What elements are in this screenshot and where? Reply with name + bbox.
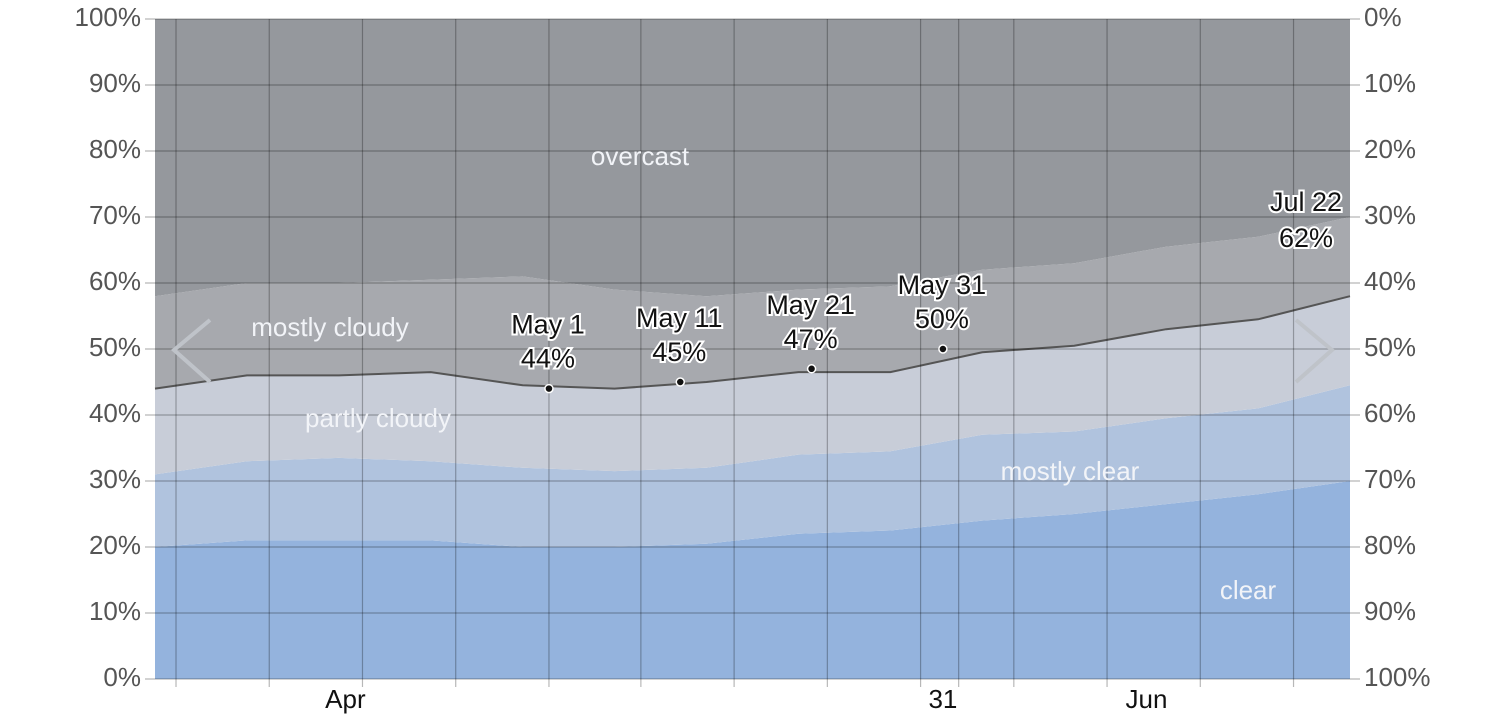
area-label: mostly clear	[1001, 456, 1140, 486]
y-tick-label: 90%	[89, 68, 141, 98]
y2-tick-label: 0%	[1364, 2, 1402, 32]
area-2	[155, 296, 1350, 475]
y-tick-label: 20%	[89, 530, 141, 560]
area-label: overcast	[591, 141, 690, 171]
annotation-point	[675, 377, 686, 387]
prev-arrow-shape[interactable]	[170, 318, 212, 384]
annotation-date: May 21	[766, 290, 855, 320]
y2-tick-label: 10%	[1364, 68, 1416, 98]
annotation-point	[806, 364, 817, 374]
y-tick-label: 40%	[89, 398, 141, 428]
edge-annotation-value: 62%	[1279, 223, 1333, 253]
plot: 0% 10% 20% 30% 40% 50% 60% 70% 80% 90% 100% 100% 90%…	[75, 2, 1431, 714]
y2-tick-label: 50%	[1364, 332, 1416, 362]
x-tick-label: 31	[928, 684, 957, 714]
y-tick-label: 30%	[89, 464, 141, 494]
annotation-date: May 11	[636, 303, 723, 333]
area-label: mostly cloudy	[251, 312, 409, 342]
y2-tick-label: 80%	[1364, 530, 1416, 560]
y-tick-label: 70%	[89, 200, 141, 230]
annotation-value: 50%	[915, 304, 969, 334]
y-tick-label: 60%	[89, 266, 141, 296]
y2-tick-label: 60%	[1364, 398, 1416, 428]
area-3	[155, 217, 1350, 389]
edge-annotation-date: Jul 22	[1270, 187, 1342, 217]
annotation-value: 45%	[652, 337, 706, 367]
y2-tick-label: 40%	[1364, 266, 1416, 296]
y2-tick-label: 30%	[1364, 200, 1416, 230]
annotation-value: 47%	[784, 324, 838, 354]
next-arrow-shape[interactable]	[1294, 318, 1336, 384]
next-arrow[interactable]	[1294, 318, 1336, 384]
y-tick-label: 100%	[75, 2, 142, 32]
y-tick-label: 0%	[103, 662, 141, 692]
area-4	[155, 19, 1350, 297]
annotation-point	[938, 344, 948, 354]
area-label: partly cloudy	[305, 403, 451, 433]
annotation-date: May 1	[511, 310, 585, 340]
y-tick-label: 50%	[89, 332, 141, 362]
y2-tick-label: 100%	[1364, 662, 1431, 692]
annotation-point	[544, 383, 554, 394]
y-tick-label: 10%	[89, 596, 141, 626]
area-label: clear	[1220, 575, 1277, 605]
annotation-value: 44%	[521, 344, 575, 374]
x-tick-label: Apr	[325, 684, 366, 714]
x-tick-label: Jun	[1125, 684, 1167, 714]
prev-arrow[interactable]	[170, 318, 212, 384]
area-1	[155, 385, 1350, 547]
boundary-line	[154, 295, 1351, 390]
annotation-date: May 31	[898, 270, 987, 300]
y2-tick-label: 20%	[1364, 134, 1416, 164]
y2-tick-label: 70%	[1364, 464, 1416, 494]
area-0	[155, 481, 1350, 679]
y-tick-label: 80%	[89, 134, 141, 164]
y2-tick-label: 90%	[1364, 596, 1416, 626]
